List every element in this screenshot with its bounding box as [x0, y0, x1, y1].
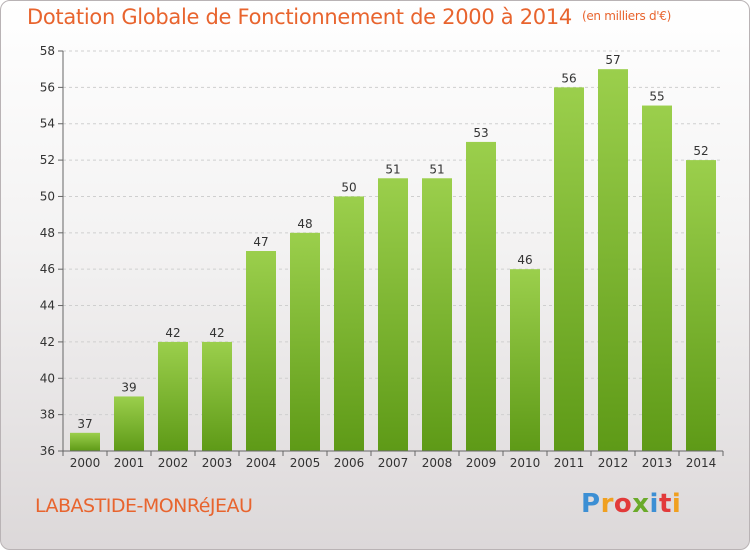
x-tick-label-2005: 2005 — [290, 456, 321, 470]
y-tick-label: 42 — [40, 335, 55, 349]
value-label-2001: 39 — [121, 380, 136, 394]
y-tick-label: 48 — [40, 226, 55, 240]
logo-letter: t — [658, 489, 672, 519]
bar-2005 — [290, 232, 320, 451]
bar-2007 — [378, 178, 408, 452]
value-label-2010: 46 — [517, 253, 532, 267]
chart-title-text: Dotation Globale de Fonctionnement de 20… — [27, 5, 572, 29]
x-tick-label-2011: 2011 — [554, 456, 585, 470]
value-label-2006: 50 — [341, 180, 356, 194]
commune-name: LABASTIDE-MONRéJEAU — [35, 495, 253, 517]
bar-2010 — [510, 269, 540, 451]
bar-2012 — [598, 69, 628, 451]
bar-2002 — [158, 341, 188, 451]
logo-letter: P — [581, 489, 601, 519]
bar-2009 — [466, 141, 496, 451]
x-tick-label-2001: 2001 — [114, 456, 145, 470]
y-tick-label: 46 — [40, 262, 55, 276]
x-tick-label-2009: 2009 — [466, 456, 497, 470]
value-label-2004: 47 — [253, 235, 268, 249]
x-tick-label-2008: 2008 — [422, 456, 453, 470]
value-label-2009: 53 — [473, 126, 488, 140]
x-tick-label-2004: 2004 — [246, 456, 277, 470]
value-label-2012: 57 — [605, 53, 620, 67]
logo-letter: x — [632, 489, 650, 519]
x-tick-label-2002: 2002 — [158, 456, 189, 470]
value-label-2008: 51 — [429, 162, 444, 176]
logo-letter: o — [613, 489, 633, 519]
y-tick-label: 40 — [40, 371, 55, 385]
logo-letter: i — [671, 489, 682, 519]
x-tick-label-2000: 2000 — [70, 456, 101, 470]
y-tick-label: 36 — [40, 444, 55, 458]
y-tick-label: 54 — [40, 117, 55, 131]
value-label-2011: 56 — [561, 71, 576, 85]
bar-2008 — [422, 178, 452, 452]
value-label-2003: 42 — [209, 326, 224, 340]
bar-2006 — [334, 196, 364, 451]
chart-unit: (en milliers d'€) — [581, 9, 671, 23]
x-tick-label-2003: 2003 — [202, 456, 233, 470]
x-tick-label-2013: 2013 — [642, 456, 673, 470]
y-tick-label: 52 — [40, 153, 55, 167]
bar-2011 — [554, 87, 584, 451]
bar-2003 — [202, 341, 232, 451]
value-label-2014: 52 — [693, 144, 708, 158]
value-label-2002: 42 — [165, 326, 180, 340]
x-tick-label-2012: 2012 — [598, 456, 629, 470]
value-label-2005: 48 — [297, 217, 312, 231]
x-tick-label-2010: 2010 — [510, 456, 541, 470]
y-tick-label: 58 — [40, 44, 55, 58]
logo-letter: i — [649, 489, 659, 519]
value-label-2007: 51 — [385, 162, 400, 176]
value-label-2013: 55 — [649, 90, 664, 104]
logo-letter: r — [600, 489, 614, 519]
bar-2001 — [114, 396, 144, 451]
bar-2013 — [642, 105, 672, 451]
x-tick-label-2006: 2006 — [334, 456, 365, 470]
x-tick-label-2014: 2014 — [686, 456, 717, 470]
bar-2000 — [70, 432, 100, 451]
y-tick-label: 44 — [40, 299, 55, 313]
proxiti-logo: Proxiti — [581, 489, 681, 519]
y-tick-label: 38 — [40, 408, 55, 422]
bar-2014 — [686, 160, 716, 451]
x-tick-label-2007: 2007 — [378, 456, 409, 470]
chart-title: Dotation Globale de Fonctionnement de 20… — [27, 5, 671, 29]
y-tick-label: 56 — [40, 80, 55, 94]
value-label-2000: 37 — [77, 417, 92, 431]
y-tick-label: 50 — [40, 189, 55, 203]
bar-2004 — [246, 251, 276, 451]
